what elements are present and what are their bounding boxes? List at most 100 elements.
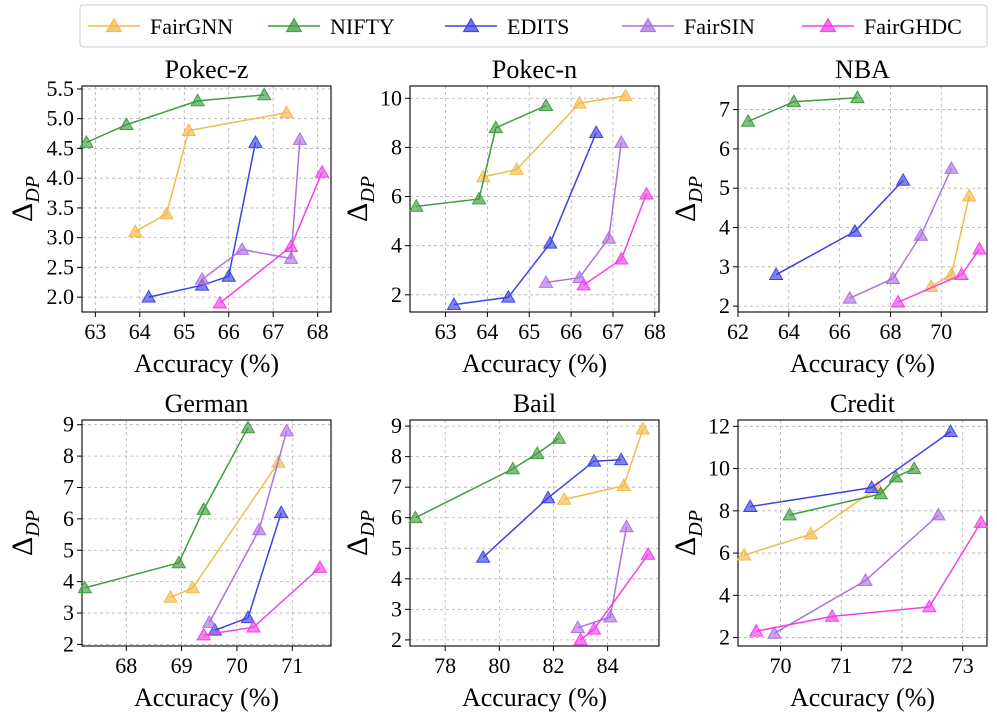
x-tick-label-german: 69 — [171, 653, 193, 678]
grid-credit — [738, 420, 987, 646]
data-point-fairsin-pokec-z — [283, 250, 299, 264]
series-line-edits-bail — [482, 458, 622, 558]
series-line-nifty-pokec-n — [416, 105, 547, 208]
data-point-nifty-credit — [888, 469, 904, 483]
grid-pokec-n — [410, 86, 659, 312]
chart-title-pokec-n: Pokec-n — [492, 55, 577, 84]
data-point-fairghdc-bail — [640, 546, 656, 560]
data-point-fairghdc-bail — [586, 621, 602, 635]
x-tick-label-pokec-z: 67 — [262, 319, 284, 344]
data-point-edits-nba — [847, 223, 863, 237]
series-line-fairsin-pokec-z — [201, 139, 301, 280]
series-line-nifty-credit — [789, 467, 915, 516]
y-tick-label-bail: 3 — [391, 596, 402, 621]
data-point-nifty-credit — [906, 461, 922, 474]
data-point-nifty-pokec-n — [408, 198, 424, 212]
series-fairgnn-pokec-z — [127, 105, 294, 238]
x-tick-label-pokec-n: 64 — [476, 319, 498, 344]
data-point-nifty-bail — [408, 510, 423, 524]
y-tick-label-german: 6 — [63, 506, 74, 531]
data-point-edits-german — [240, 610, 256, 624]
data-point-fairghdc-pokec-n — [639, 186, 654, 200]
data-point-nifty-pokec-n — [538, 98, 554, 112]
series-fairgnn-nba — [923, 188, 977, 292]
series-nifty-nba — [740, 90, 865, 127]
plot-frame-bail — [409, 419, 660, 647]
data-point-fairsin-nba — [842, 290, 858, 304]
y-tick-label-nba: 5 — [719, 175, 730, 200]
data-point-fairgnn-credit — [736, 547, 752, 561]
y-tick-label-credit: 6 — [719, 540, 730, 565]
data-point-nifty-pokec-z — [256, 87, 272, 101]
data-point-edits-credit — [742, 499, 758, 512]
data-point-fairsin-pokec-n — [601, 230, 617, 244]
legend-entry-fairgnn: FairGNN — [88, 14, 233, 39]
x-tick-label-credit: 73 — [952, 653, 974, 678]
data-point-fairsin-credit — [767, 625, 782, 639]
data-point-fairsin-german — [251, 522, 267, 536]
data-point-edits-nba — [768, 267, 784, 281]
series-line-fairghdc-nba — [897, 248, 981, 303]
series-line-nifty-bail — [415, 437, 560, 519]
data-point-fairghdc-german — [312, 560, 328, 573]
series-fairghdc-pokec-z — [212, 164, 330, 309]
data-point-fairsin-bail — [570, 620, 586, 634]
data-point-nifty-credit — [873, 486, 889, 500]
legend-frame — [79, 4, 988, 48]
series-fairgnn-pokec-n — [475, 88, 633, 183]
data-point-fairghdc-pokec-n — [613, 251, 629, 265]
y-tick-label-german: 9 — [63, 412, 74, 437]
data-point-edits-pokec-n — [500, 289, 516, 303]
legend-entry-fairghdc: FairGHDC — [802, 14, 962, 39]
data-point-fairgnn-pokec-n — [509, 162, 525, 175]
data-point-fairgnn-pokec-z — [181, 123, 197, 136]
x-tick-label-bail: 78 — [434, 653, 456, 678]
series-fairghdc-bail — [573, 546, 656, 646]
x-axis-label-nba: Accuracy (%) — [790, 349, 935, 378]
series-fairghdc-pokec-n — [576, 186, 654, 291]
data-point-edits-pokec-n — [446, 297, 462, 311]
data-point-fairsin-nba — [944, 161, 959, 174]
data-point-edits-pokec-z — [248, 134, 263, 148]
data-point-fairghdc-pokec-z — [212, 295, 228, 309]
series-fairgnn-bail — [556, 421, 651, 505]
series-fairghdc-nba — [890, 241, 987, 308]
series-nifty-pokec-z — [79, 87, 272, 148]
data-point-fairghdc-credit — [921, 599, 937, 613]
legend-label-fairgnn: FairGNN — [150, 14, 233, 39]
series-nifty-german — [77, 420, 256, 594]
x-tick-label-credit: 70 — [770, 653, 792, 678]
y-tick-label-bail: 2 — [391, 627, 402, 652]
data-point-fairsin-german — [279, 423, 295, 437]
data-point-fairghdc-pokec-z — [283, 239, 299, 252]
x-tick-label-pokec-n: 65 — [518, 319, 540, 344]
x-tick-label-pokec-n: 63 — [435, 319, 457, 344]
legend-label-edits: EDITS — [507, 14, 569, 39]
chart-title-bail: Bail — [513, 389, 556, 418]
x-tick-label-german: 70 — [226, 653, 248, 678]
series-fairgnn-credit — [736, 480, 886, 561]
series-line-fairsin-german — [208, 430, 288, 623]
y-tick-label-credit: 12 — [708, 413, 730, 438]
legend-label-fairghdc: FairGHDC — [864, 14, 962, 39]
plot-frame-pokec-z — [81, 85, 332, 313]
data-point-fairghdc-pokec-z — [314, 164, 330, 178]
legend-label-fairsin: FairSIN — [684, 14, 755, 39]
chart-german: German 68 69 70 71 2 3 4 5 6 7 8 9 Accuracy (%) ΔDP — [6, 389, 332, 712]
data-point-fairsin-pokec-z — [292, 132, 308, 145]
data-point-fairghdc-pokec-n — [576, 277, 592, 291]
x-tick-label-pokec-n: 68 — [644, 319, 666, 344]
y-tick-label-pokec-z: 3.5 — [47, 195, 75, 220]
series-edits-credit — [742, 424, 958, 512]
data-point-fairghdc-german — [196, 627, 212, 641]
series-line-fairgnn-pokec-z — [135, 112, 287, 233]
x-axis-label-pokec-n: Accuracy (%) — [462, 349, 607, 378]
x-tick-label-credit: 72 — [891, 653, 913, 678]
legend-marker-fairghdc — [819, 17, 837, 33]
data-point-nifty-german — [77, 580, 93, 594]
series-edits-nba — [768, 172, 911, 281]
y-tick-label-pokec-z: 4.0 — [47, 165, 75, 190]
data-point-fairghdc-nba — [890, 294, 906, 308]
series-line-fairsin-bail — [577, 526, 628, 629]
y-axis-label-german: ΔDP — [6, 510, 44, 556]
